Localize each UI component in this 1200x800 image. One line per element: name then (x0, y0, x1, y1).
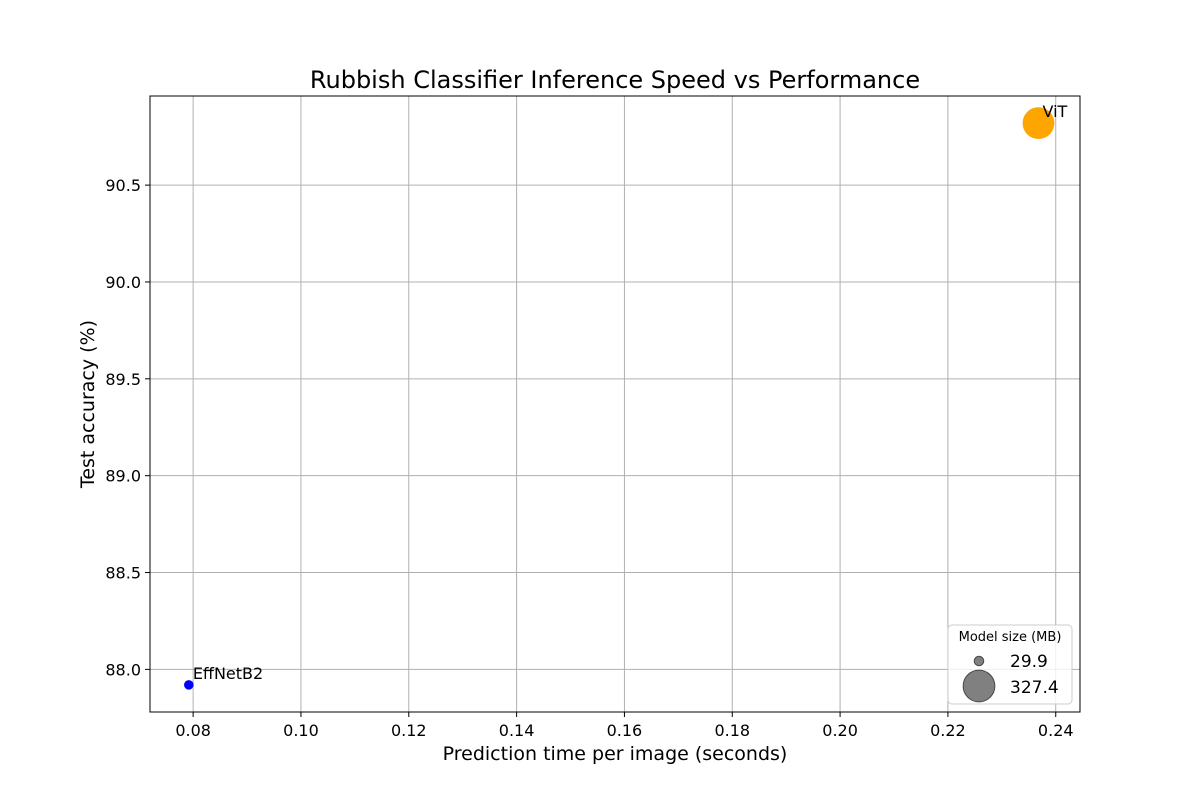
legend-label-large: 327.4 (1010, 678, 1059, 698)
x-tick-label: 0.20 (822, 721, 858, 740)
axis-ticks: 0.08 0.10 0.12 0.14 0.16 0.18 0.20 0.22 0.24 88.0… (105, 176, 1073, 740)
legend-marker-small (973, 655, 985, 667)
y-axis-label: Test accuracy (%) (77, 320, 99, 489)
y-tick-label: 89.5 (105, 370, 141, 389)
point-label-effnetb2: EffNetB2 (193, 664, 263, 683)
legend-label-small: 29.9 (1010, 652, 1048, 672)
data-point-effnetb2 (184, 680, 194, 690)
plot-area-frame (149, 95, 1081, 713)
legend: Model size (MB) 29.9 327.4 (947, 624, 1073, 705)
y-tick-label: 90.0 (105, 273, 141, 292)
x-tick-label: 0.08 (175, 721, 211, 740)
x-tick-label: 0.18 (714, 721, 750, 740)
legend-title: Model size (MB) (959, 630, 1062, 645)
x-tick-label: 0.12 (391, 721, 427, 740)
data-points: EffNetB2 ViT (184, 102, 1068, 690)
data-point-vit (1022, 107, 1055, 140)
x-tick-label: 0.14 (499, 721, 535, 740)
y-tick-label: 89.0 (105, 467, 141, 486)
x-tick-label: 0.16 (607, 721, 643, 740)
legend-marker-large (962, 669, 996, 703)
y-tick-label: 88.5 (105, 564, 141, 583)
x-tick-label: 0.24 (1038, 721, 1074, 740)
x-axis-label: Prediction time per image (seconds) (443, 743, 788, 765)
grid-lines (150, 96, 1080, 712)
y-tick-label: 88.0 (105, 660, 141, 679)
point-label-vit: ViT (1042, 102, 1067, 121)
x-tick-label: 0.22 (930, 721, 966, 740)
chart-title: Rubbish Classifier Inference Speed vs Pe… (310, 66, 920, 94)
x-tick-label: 0.10 (283, 721, 319, 740)
y-tick-label: 90.5 (105, 176, 141, 195)
